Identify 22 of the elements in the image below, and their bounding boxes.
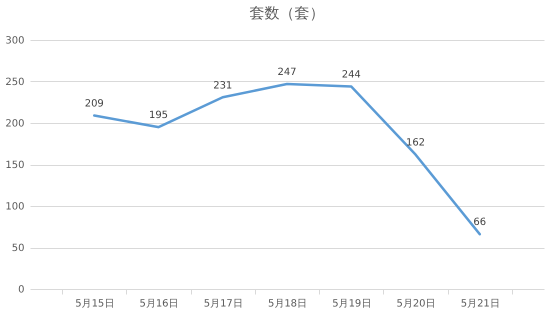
x-tick-label: 5月21日 bbox=[460, 298, 500, 310]
y-tick-label: 50 bbox=[12, 243, 24, 254]
y-tick-label: 300 bbox=[5, 36, 24, 46]
x-tick-label: 5月15日 bbox=[75, 298, 114, 310]
data-label: 66 bbox=[473, 217, 486, 228]
data-label: 195 bbox=[148, 110, 168, 122]
y-tick-label: 0 bbox=[18, 284, 24, 296]
data-label: 162 bbox=[406, 138, 426, 149]
data-label: 247 bbox=[277, 66, 297, 78]
x-tick-label: 5月19日 bbox=[332, 298, 372, 310]
x-tick-label: 5月17日 bbox=[204, 298, 243, 310]
x-tick-label: 5月20日 bbox=[396, 298, 436, 310]
chart-title: 套数（套） bbox=[250, 4, 324, 22]
x-tick-label: 5月16日 bbox=[139, 298, 179, 310]
data-label: 244 bbox=[342, 69, 361, 80]
x-tick-label: 5月18日 bbox=[268, 298, 308, 310]
data-label: 231 bbox=[213, 80, 232, 92]
y-tick-label: 200 bbox=[5, 118, 24, 130]
y-tick-label: 150 bbox=[5, 160, 24, 171]
data-label: 209 bbox=[84, 98, 104, 110]
y-tick-label: 250 bbox=[5, 77, 24, 88]
y-tick-label: 100 bbox=[5, 202, 24, 212]
